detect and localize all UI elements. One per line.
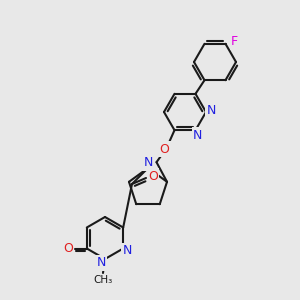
- Text: O: O: [63, 242, 73, 255]
- Text: CH₃: CH₃: [93, 275, 112, 285]
- Text: N: N: [143, 157, 153, 169]
- Text: N: N: [193, 129, 202, 142]
- Text: N: N: [96, 256, 106, 269]
- Text: O: O: [160, 143, 170, 156]
- Text: F: F: [231, 35, 238, 48]
- Text: O: O: [148, 169, 158, 182]
- Text: N: N: [206, 103, 216, 116]
- Text: N: N: [122, 244, 132, 257]
